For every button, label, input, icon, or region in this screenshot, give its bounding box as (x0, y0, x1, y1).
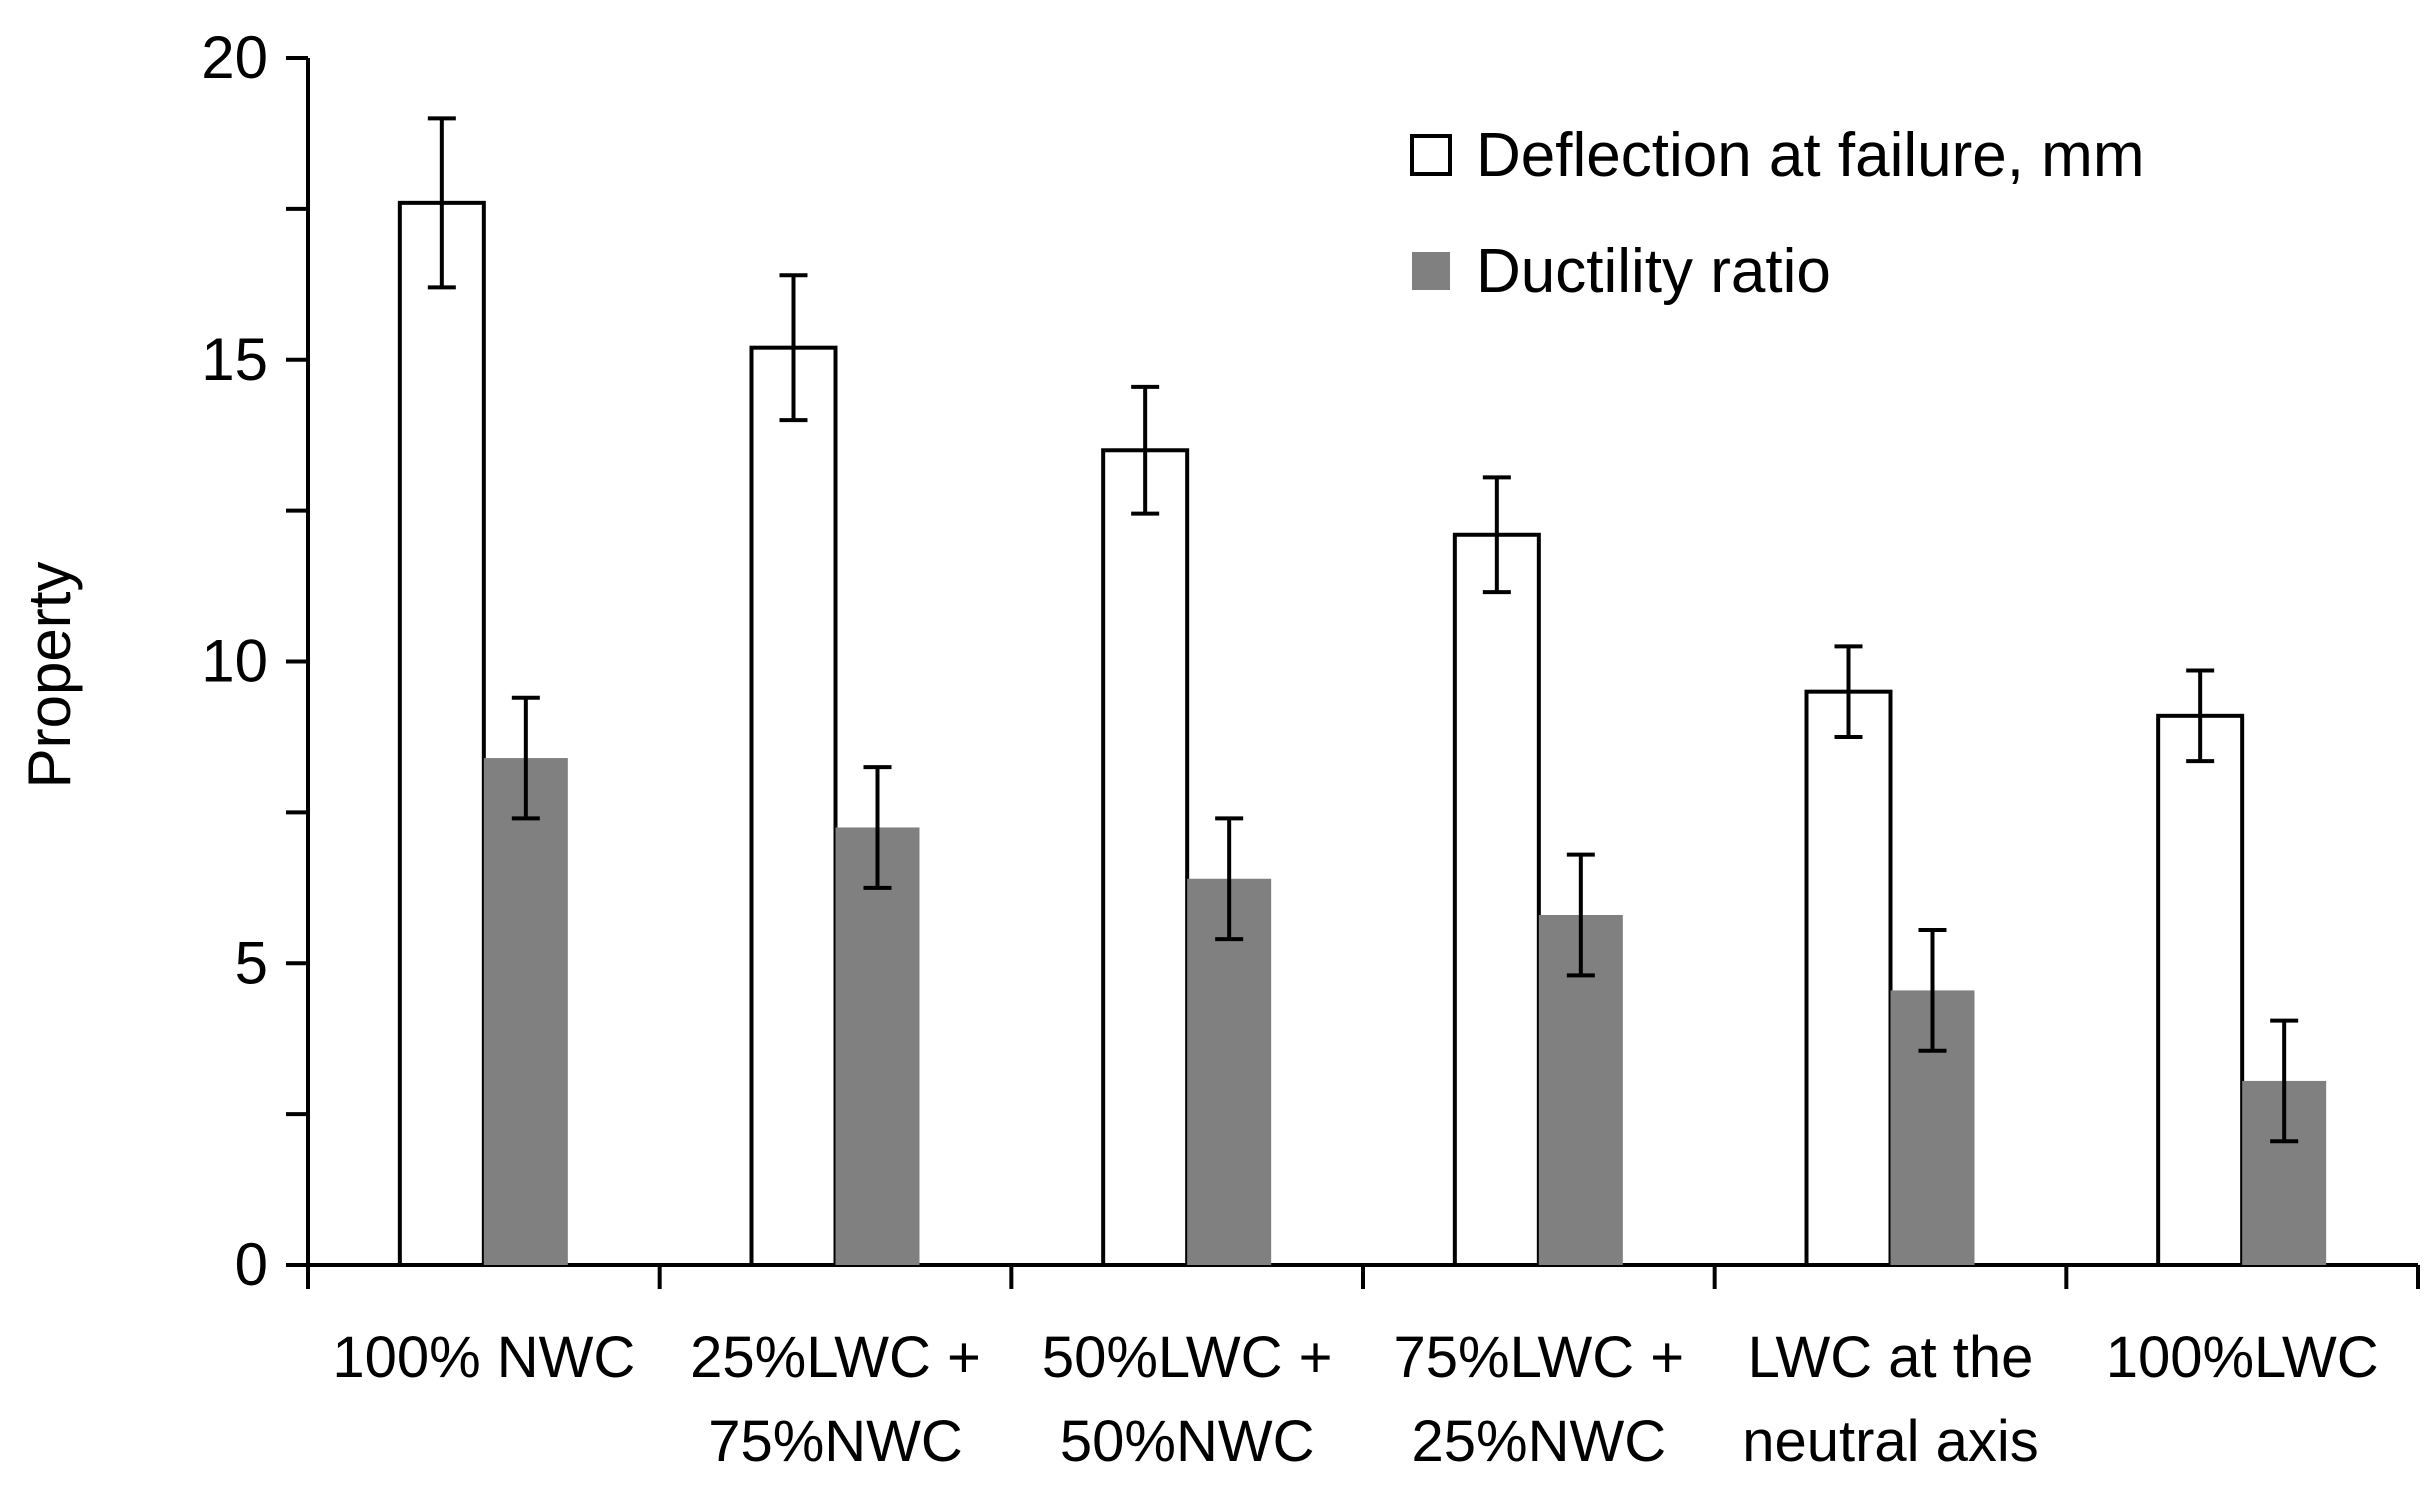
category-label: LWC at the neutral axis (1742, 1325, 2039, 1474)
category-label: 50%LWC + 50%NWC (1042, 1325, 1333, 1474)
category-label-line: 100% NWC (332, 1325, 635, 1390)
category-label-line: LWC at the (1748, 1325, 2034, 1390)
bars-group (397, 200, 2327, 1268)
bar-ductility (835, 827, 920, 1265)
y-tick-label: 5 (235, 929, 268, 996)
y-axis-title: Property (16, 562, 83, 789)
category-label-line: neutral axis (1742, 1409, 2039, 1474)
bar-deflection (749, 345, 838, 1267)
error-bars-group (427, 116, 2299, 1144)
y-tick-label: 15 (201, 326, 268, 393)
legend-swatch-deflection (1410, 134, 1452, 176)
category-label: 75%LWC + 25%NWC (1394, 1325, 1685, 1474)
category-label: 25%LWC + 75%NWC (690, 1325, 981, 1474)
legend-swatch-ductility (1412, 252, 1450, 290)
bar-deflection (1452, 532, 1541, 1267)
legend: Deflection at failure, mm Ductility rati… (1410, 121, 2144, 306)
y-tick-label: 0 (235, 1231, 268, 1298)
bar-deflection (1804, 689, 1893, 1267)
x-axis (306, 1263, 2420, 1289)
bar-deflection (1101, 448, 1190, 1267)
y-tick-label: 10 (201, 628, 268, 695)
legend-label-ductility: Ductility ratio (1476, 237, 1831, 306)
bar-ductility (1187, 878, 1272, 1265)
category-label-line: 100%LWC (2106, 1325, 2379, 1390)
category-label-line: 25%NWC (1412, 1409, 1667, 1474)
legend-label-deflection: Deflection at failure, mm (1476, 121, 2144, 190)
bar-ductility (483, 758, 568, 1265)
bar-deflection (397, 200, 486, 1268)
category-labels: 100% NWC 25%LWC + 75%NWC 50%LWC + 50%NWC 75%L… (332, 1325, 2378, 1474)
category-label-line: 75%NWC (708, 1409, 963, 1474)
category-label: 100% NWC (332, 1325, 635, 1390)
category-label-line: 50%NWC (1060, 1409, 1315, 1474)
category-label-line: 25%LWC + (690, 1325, 981, 1390)
y-axis: 0 5 10 15 20 (201, 24, 310, 1298)
category-label-line: 50%LWC + (1042, 1325, 1333, 1390)
category-label-line: 75%LWC + (1394, 1325, 1685, 1390)
bar-deflection (2156, 713, 2245, 1267)
category-label: 100%LWC (2106, 1325, 2379, 1390)
y-tick-label: 20 (201, 24, 268, 91)
